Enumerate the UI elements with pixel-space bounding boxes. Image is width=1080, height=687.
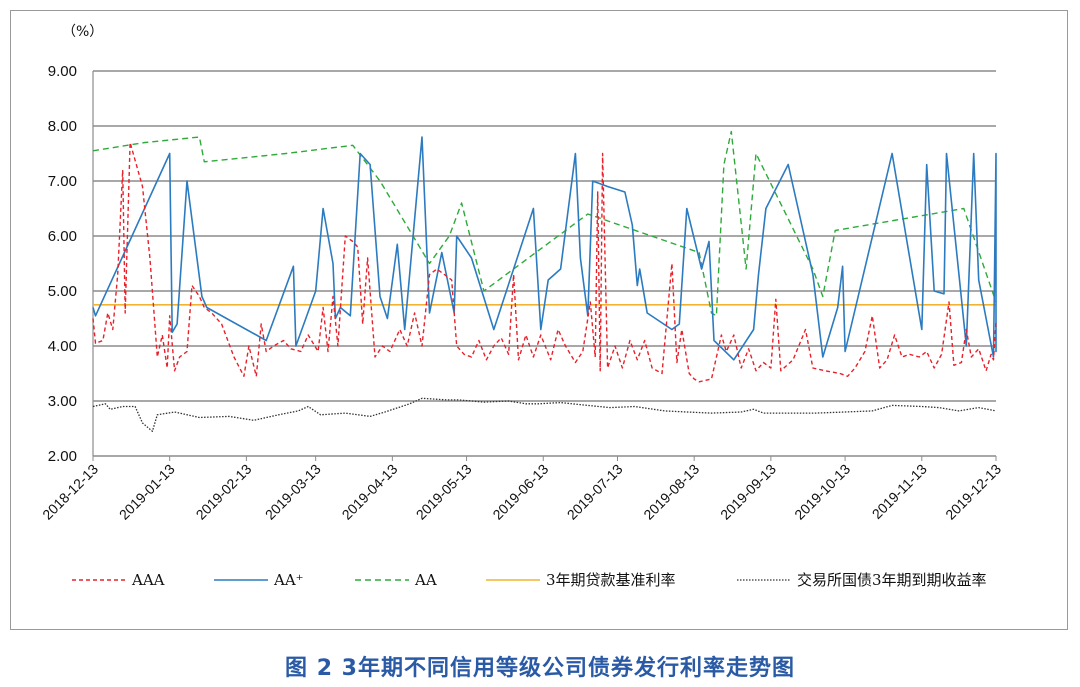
x-tick-label: 2019-03-13 [262,461,324,523]
y-tick-label: 6.00 [48,228,77,245]
y-tick-label: 4.00 [48,338,77,355]
series-line [92,130,997,317]
legend-label: 3年期贷款基准利率 [546,571,676,589]
x-tick-label: 2019-07-13 [564,461,626,523]
legend-label: AA⁺ [273,571,304,589]
series-line [92,397,997,432]
legend-label: 交易所国债3年期到期收益率 [797,571,987,589]
y-tick-label: 3.00 [48,393,77,410]
x-tick-label: 2019-01-13 [116,461,178,523]
chart-frame [10,10,1068,630]
x-tick-label: 2019-09-13 [717,461,779,523]
x-tick-label: 2019-06-13 [489,461,551,523]
x-tick-label: 2019-11-13 [869,461,930,522]
figure-caption: 图 2 3年期不同信用等级公司债券发行利率走势图 [285,656,795,681]
y-tick-label: 7.00 [48,173,77,190]
x-tick-label: 2019-08-13 [640,461,702,523]
x-tick-label: 2019-04-13 [339,461,401,523]
y-tick-labels: 2.00 3.00 4.00 5.00 6.00 7.00 8.00 9.00 [48,63,77,465]
y-tick-label: 8.00 [48,118,77,135]
x-tick-label: 2019-12-13 [942,461,1004,523]
y-tick-label: 9.00 [48,63,77,80]
line-chart: （%） 2.00 3.00 4.00 5.00 6.00 7.00 8.00 9.00 201… [39,24,1004,589]
x-tick-label: 2019-10-13 [791,461,853,523]
x-tick-labels: 2018-12-13 2019-01-13 2019-02-13 2019-03-13… [39,456,1004,523]
x-tick-label: 2018-12-13 [39,461,101,523]
x-tick-label: 2019-02-13 [193,461,255,523]
y-tick-label: 5.00 [48,283,77,300]
series-line [92,141,997,383]
series-line [92,136,997,361]
legend: AAA AA⁺ AA 3年期贷款基准利率 交易所国债3年期到期收益率 [72,571,987,589]
series-lines [92,130,997,432]
legend-label: AA [414,571,437,589]
gridlines [92,70,996,457]
y-axis-unit: （%） [62,24,103,40]
legend-label: AAA [131,571,165,589]
y-tick-label: 2.00 [48,448,77,465]
x-tick-label: 2019-05-13 [413,461,475,523]
